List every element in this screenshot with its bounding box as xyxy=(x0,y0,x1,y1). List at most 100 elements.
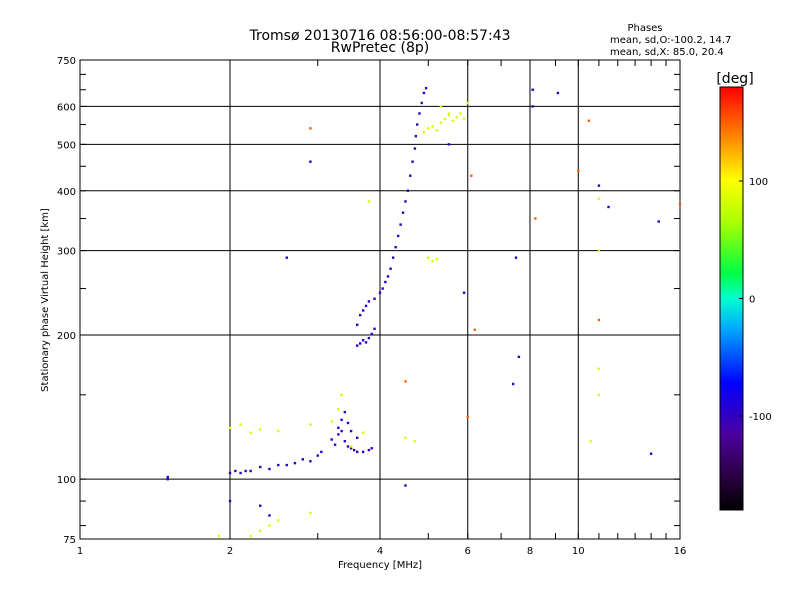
data-point xyxy=(422,91,426,95)
data-point xyxy=(420,101,423,105)
x-tick-label: 16 xyxy=(674,546,687,557)
data-point xyxy=(361,339,365,342)
data-point xyxy=(431,260,434,263)
data-point xyxy=(373,297,376,300)
data-point xyxy=(414,134,418,138)
data-point xyxy=(268,524,271,527)
data-point xyxy=(301,458,305,461)
data-point xyxy=(462,117,466,121)
data-point xyxy=(451,119,455,122)
stats-heading: Phases xyxy=(627,23,662,34)
chart-subtitle: RwPretec (8p) xyxy=(331,40,429,56)
data-point xyxy=(413,147,417,150)
data-point xyxy=(404,484,407,487)
data-point xyxy=(455,115,458,119)
data-point xyxy=(589,440,593,443)
data-point xyxy=(352,448,356,452)
data-point xyxy=(447,143,451,146)
data-point xyxy=(427,127,430,130)
data-point xyxy=(447,112,451,115)
data-point xyxy=(384,280,387,284)
data-point xyxy=(361,309,365,312)
data-point xyxy=(418,112,421,115)
data-point xyxy=(355,436,359,439)
data-point xyxy=(404,380,407,383)
data-point xyxy=(277,519,280,522)
data-point xyxy=(531,105,534,108)
data-point xyxy=(556,91,560,95)
data-point xyxy=(277,463,280,467)
data-point xyxy=(277,429,280,433)
y-tick-label: 500 xyxy=(57,140,76,151)
y-tick-label: 200 xyxy=(57,331,76,342)
data-point xyxy=(361,450,365,454)
data-point xyxy=(587,119,591,122)
data-point xyxy=(346,421,350,425)
data-point xyxy=(316,454,319,457)
data-point xyxy=(349,445,353,448)
x-axis-label: Frequency [MHz] xyxy=(338,560,422,571)
data-point xyxy=(514,256,518,259)
data-point xyxy=(361,431,365,434)
data-point xyxy=(597,318,601,322)
data-point xyxy=(337,426,340,430)
data-point xyxy=(367,448,371,452)
data-point xyxy=(439,121,443,124)
data-point xyxy=(228,471,232,475)
data-point xyxy=(340,393,343,397)
data-point xyxy=(415,123,419,126)
y-tick-label: 100 xyxy=(57,475,76,486)
data-point xyxy=(355,450,359,454)
data-point xyxy=(401,211,405,214)
data-point xyxy=(470,174,473,177)
data-point xyxy=(234,469,237,473)
data-point xyxy=(343,440,347,443)
data-point xyxy=(355,323,359,327)
data-point xyxy=(343,410,347,414)
data-point xyxy=(228,499,232,503)
data-point xyxy=(373,327,376,331)
x-tick-label: 1 xyxy=(77,546,83,557)
data-point xyxy=(447,114,451,117)
data-point xyxy=(268,467,271,471)
data-point xyxy=(340,429,343,433)
data-point xyxy=(413,440,417,443)
data-point xyxy=(370,447,373,450)
data-point xyxy=(649,452,653,455)
data-point xyxy=(217,535,221,538)
data-point xyxy=(597,367,601,370)
data-point xyxy=(285,256,288,259)
data-point xyxy=(340,418,343,422)
y-tick-label: 300 xyxy=(57,247,76,258)
data-point xyxy=(259,529,262,533)
data-point xyxy=(309,460,312,463)
data-point xyxy=(249,469,252,473)
data-point xyxy=(511,382,515,386)
data-point xyxy=(431,125,434,128)
data-point xyxy=(320,450,323,454)
data-point xyxy=(422,131,426,134)
stats-o-mode: mean, sd,O:-100.2, 14.7 xyxy=(610,35,731,46)
data-point xyxy=(396,234,400,238)
data-point xyxy=(439,105,443,108)
colorbar-ticks: 100 0 -100 xyxy=(739,177,772,423)
x-tick-label: 8 xyxy=(527,546,533,557)
data-point xyxy=(657,220,660,223)
data-point xyxy=(597,249,601,252)
x-tick-label: 4 xyxy=(377,546,383,557)
data-point xyxy=(166,477,169,481)
data-point xyxy=(268,514,271,517)
data-point xyxy=(333,443,337,446)
x-tick-label: 6 xyxy=(465,546,471,557)
data-point xyxy=(166,475,169,479)
data-point xyxy=(406,189,410,192)
data-point xyxy=(404,436,407,439)
y-tick-label: 600 xyxy=(57,102,76,113)
data-point xyxy=(239,471,242,475)
data-point xyxy=(577,169,580,173)
data-point xyxy=(244,469,247,473)
data-point xyxy=(349,447,353,450)
data-point xyxy=(259,428,262,431)
data-points xyxy=(166,86,682,538)
